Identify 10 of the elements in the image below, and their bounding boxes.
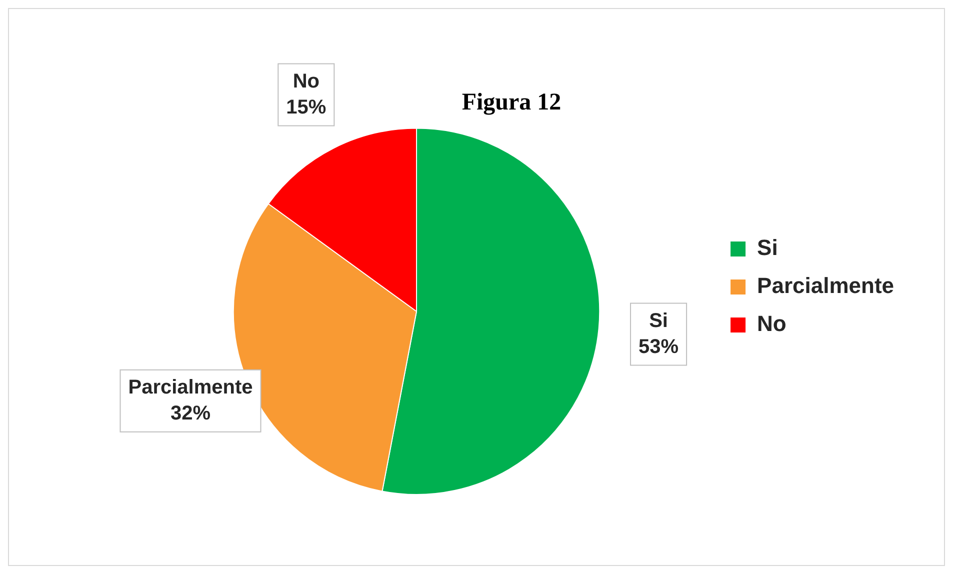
- slice-label: Si: [649, 310, 668, 332]
- slice-label: No: [292, 70, 320, 92]
- data-label: 15%: [286, 96, 326, 118]
- legend-label: No: [757, 311, 786, 336]
- data-label: 53%: [638, 336, 679, 358]
- legend-label: Parcialmente: [757, 273, 894, 298]
- slice-label: Parcialmente: [128, 376, 253, 398]
- data-label: 32%: [170, 402, 211, 424]
- legend-label: Si: [757, 235, 778, 260]
- text: Figura 12: [462, 90, 562, 116]
